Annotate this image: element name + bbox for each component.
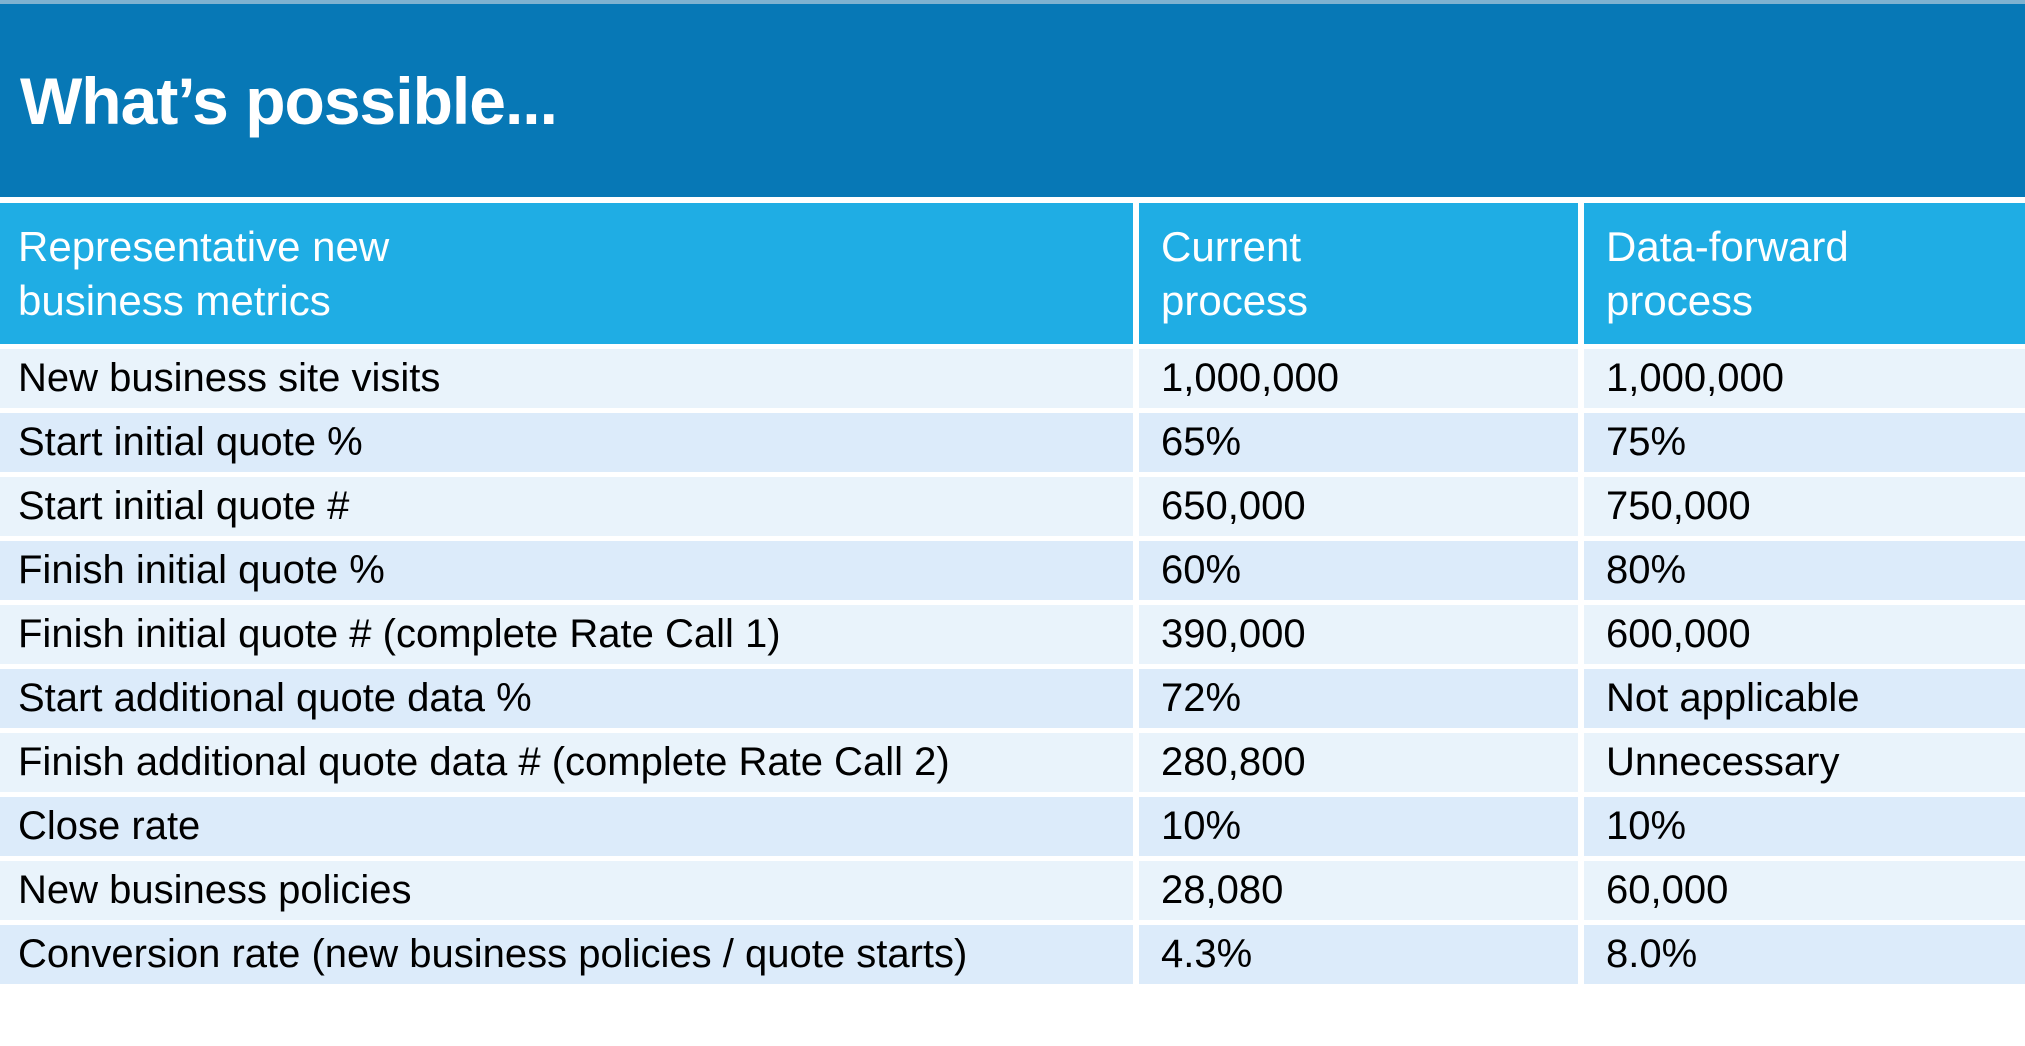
- metrics-table-body: New business site visits 1,000,000 1,000,0…: [0, 349, 2025, 989]
- metric-cell: Finish initial quote # (complete Rate Ca…: [0, 605, 1139, 669]
- dataforward-value-cell: 60,000: [1584, 861, 2025, 925]
- current-value-cell: 60%: [1139, 541, 1584, 605]
- title-band: What’s possible...: [0, 4, 2025, 197]
- metric-cell: Start additional quote data %: [0, 669, 1139, 733]
- metric-cell: Conversion rate (new business policies /…: [0, 925, 1139, 989]
- current-value-cell: 4.3%: [1139, 925, 1584, 989]
- metric-cell: Start initial quote %: [0, 413, 1139, 477]
- table-row: Close rate 10% 10%: [0, 797, 2025, 861]
- column-header-current-process: Current process: [1139, 203, 1584, 349]
- metric-cell: Start initial quote #: [0, 477, 1139, 541]
- current-value-cell: 28,080: [1139, 861, 1584, 925]
- dataforward-value-cell: Not applicable: [1584, 669, 2025, 733]
- current-value-cell: 650,000: [1139, 477, 1584, 541]
- top-accent-strip: [0, 0, 2025, 4]
- dataforward-value-cell: 600,000: [1584, 605, 2025, 669]
- current-value-cell: 280,800: [1139, 733, 1584, 797]
- dataforward-value-cell: 750,000: [1584, 477, 2025, 541]
- dataforward-value-cell: 80%: [1584, 541, 2025, 605]
- table-row: Start additional quote data % 72% Not appl…: [0, 669, 2025, 733]
- metric-cell: New business policies: [0, 861, 1139, 925]
- dataforward-value-cell: 75%: [1584, 413, 2025, 477]
- metric-cell: New business site visits: [0, 349, 1139, 413]
- dataforward-value-cell: 10%: [1584, 797, 2025, 861]
- table-row: Finish additional quote data # (complete…: [0, 733, 2025, 797]
- current-value-cell: 1,000,000: [1139, 349, 1584, 413]
- current-value-cell: 72%: [1139, 669, 1584, 733]
- current-value-cell: 10%: [1139, 797, 1584, 861]
- current-value-cell: 390,000: [1139, 605, 1584, 669]
- metric-cell: Finish initial quote %: [0, 541, 1139, 605]
- table-row: Conversion rate (new business policies /…: [0, 925, 2025, 989]
- metric-cell: Finish additional quote data # (complete…: [0, 733, 1139, 797]
- column-header-metrics: Representative new business metrics: [0, 203, 1139, 349]
- table-row: New business site visits 1,000,000 1,000,0…: [0, 349, 2025, 413]
- table-row: Start initial quote % 65% 75%: [0, 413, 2025, 477]
- dataforward-value-cell: 8.0%: [1584, 925, 2025, 989]
- current-value-cell: 65%: [1139, 413, 1584, 477]
- table-row: Finish initial quote % 60% 80%: [0, 541, 2025, 605]
- page-title: What’s possible...: [20, 63, 558, 138]
- dataforward-value-cell: Unnecessary: [1584, 733, 2025, 797]
- header-row: Representative new business metrics Curr…: [0, 203, 2025, 349]
- table-row: New business policies 28,080 60,000: [0, 861, 2025, 925]
- column-header-data-forward-process: Data-forward process: [1584, 203, 2025, 349]
- table-row: Start initial quote #650,000 750,000: [0, 477, 2025, 541]
- metrics-table: Representative new business metrics Curr…: [0, 203, 2025, 989]
- table-row: Finish initial quote # (complete Rate Ca…: [0, 605, 2025, 669]
- metric-cell: Close rate: [0, 797, 1139, 861]
- dataforward-value-cell: 1,000,000: [1584, 349, 2025, 413]
- metrics-table-header: Representative new business metrics Curr…: [0, 203, 2025, 349]
